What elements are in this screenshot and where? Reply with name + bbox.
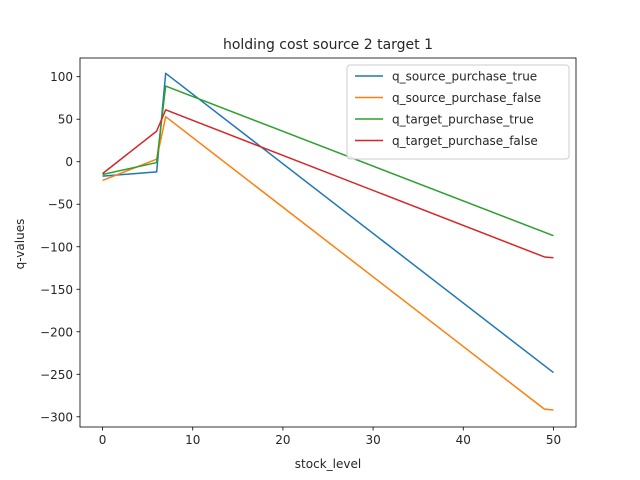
x-tick-label: 30 (365, 433, 380, 447)
legend-label: q_source_purchase_true (392, 70, 537, 84)
y-tick-label: −250 (40, 368, 73, 382)
x-tick-label: 20 (275, 433, 290, 447)
x-tick-label: 0 (99, 433, 107, 447)
y-tick-label: −50 (48, 198, 73, 212)
legend-label: q_target_purchase_true (392, 113, 534, 127)
plot-frame (79, 57, 577, 428)
x-tick-label: 10 (185, 433, 200, 447)
legend-label: q_target_purchase_false (392, 134, 538, 148)
y-tick-label: −200 (40, 325, 73, 339)
legend-label: q_source_purchase_false (392, 91, 541, 105)
y-tick-label: −100 (40, 240, 73, 254)
x-tick-label: 40 (456, 433, 471, 447)
y-tick-label: 100 (50, 70, 73, 84)
x-tick-label: 50 (546, 433, 561, 447)
y-tick-label: 0 (65, 155, 73, 169)
series-line-q_target_purchase_true (102, 85, 554, 237)
y-tick-label: −300 (40, 410, 73, 424)
x-axis-title: stock_level (295, 457, 361, 471)
y-tick-label: 50 (58, 113, 73, 127)
legend-box (346, 64, 570, 160)
legend: q_source_purchase_true q_source_purchase_… (346, 64, 570, 160)
y-axis-title: q-values (13, 219, 27, 270)
chart-title: holding cost source 2 target 1 (223, 37, 433, 53)
x-axis: 0 10 20 30 40 50 (99, 427, 561, 447)
y-axis: 100 50 0 −50 −100 −150 −200 −250 −300 (40, 70, 80, 424)
y-tick-label: −150 (40, 283, 73, 297)
series-line-q_target_purchase_false (102, 109, 554, 259)
